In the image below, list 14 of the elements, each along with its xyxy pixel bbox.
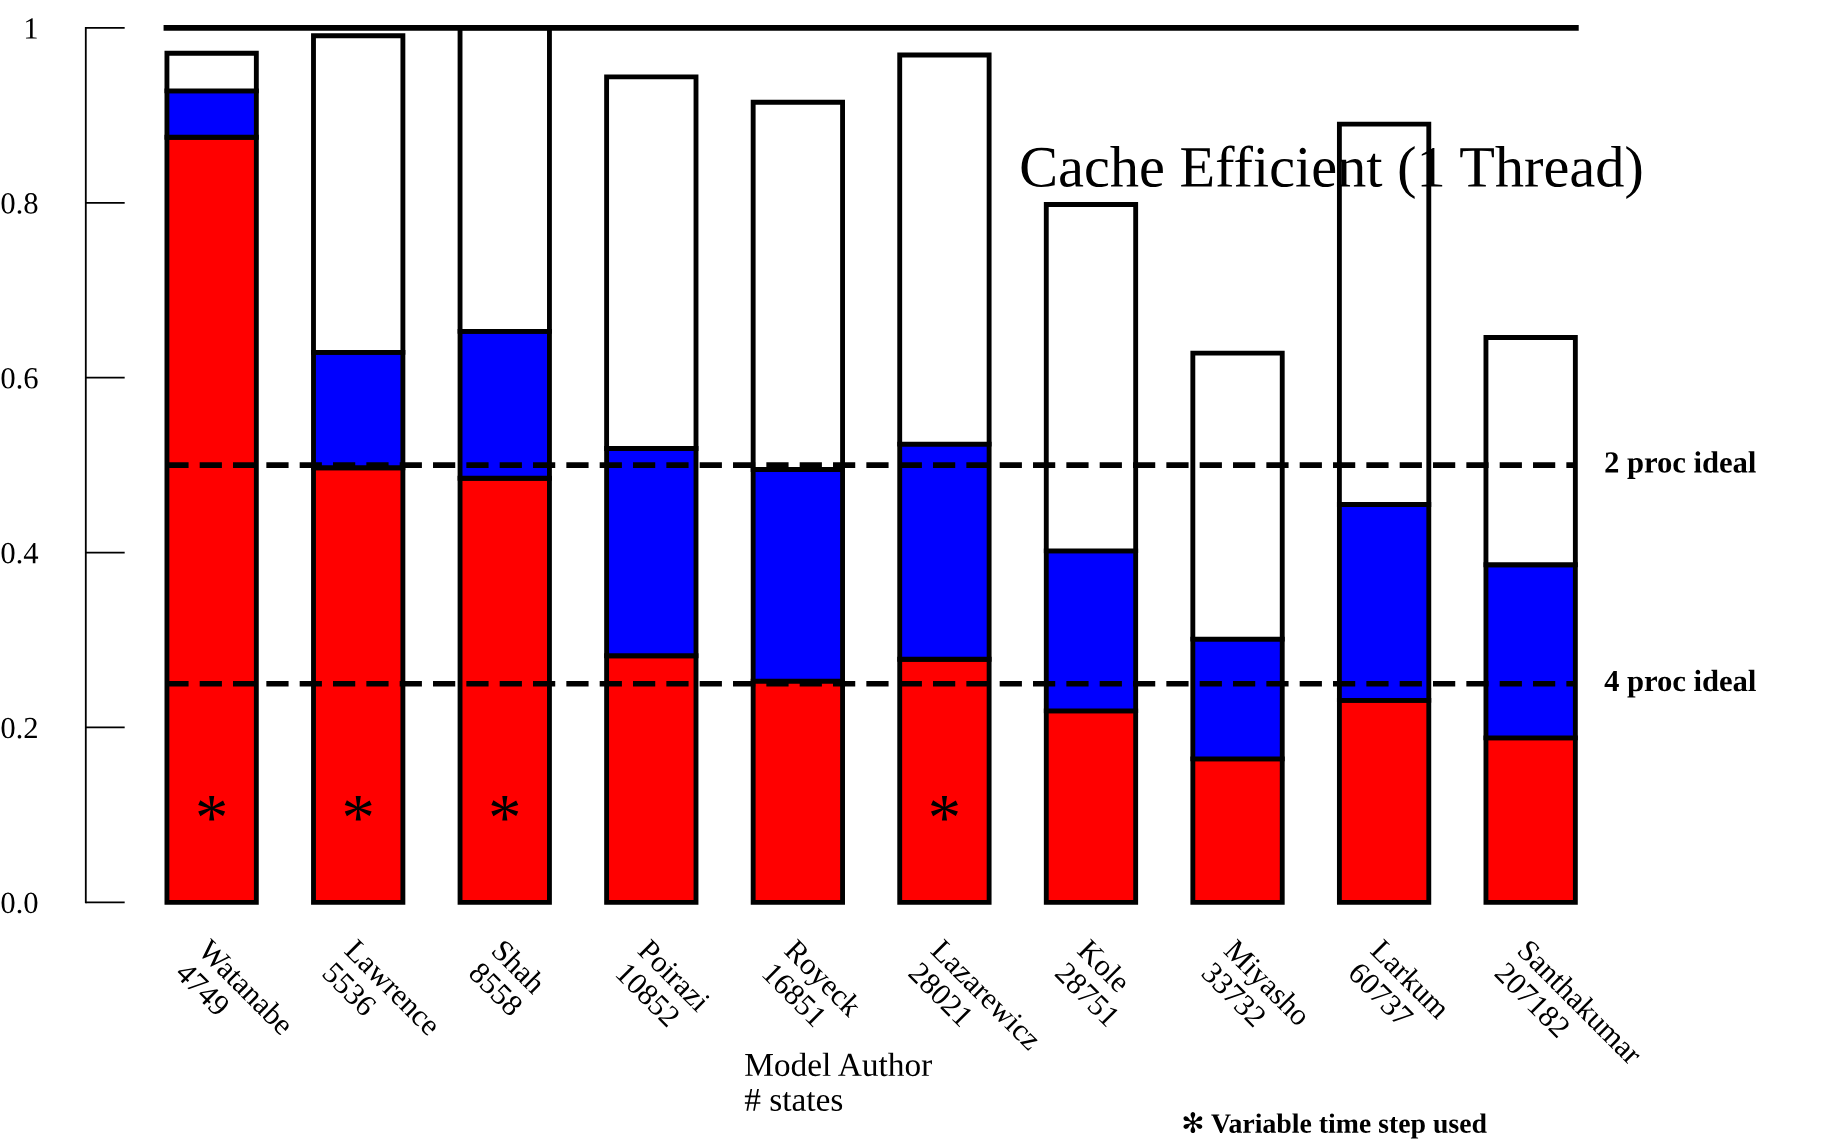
annotation: * (931, 796, 958, 821)
annotation: * (198, 796, 226, 821)
y-tick-label: 0.6 (1, 367, 38, 389)
ref-line-label: 2 proc ideal (1605, 451, 1756, 479)
x-axis-title: Model Author # states (744, 1052, 932, 1112)
text: ✻ Variable time step used (1183, 1112, 1487, 1139)
annotation: * (491, 796, 519, 821)
y-tick-label: 0.8 (1, 193, 38, 214)
y-tick-label: 1 (25, 18, 37, 39)
annotation: * (344, 796, 372, 821)
ref-line-label: 4 proc ideal (1604, 669, 1756, 698)
y-tick-label: 0.2 (1, 717, 37, 739)
y-tick-label: 0.4 (1, 542, 39, 564)
y-tick-label: 0.0 (1, 892, 38, 914)
